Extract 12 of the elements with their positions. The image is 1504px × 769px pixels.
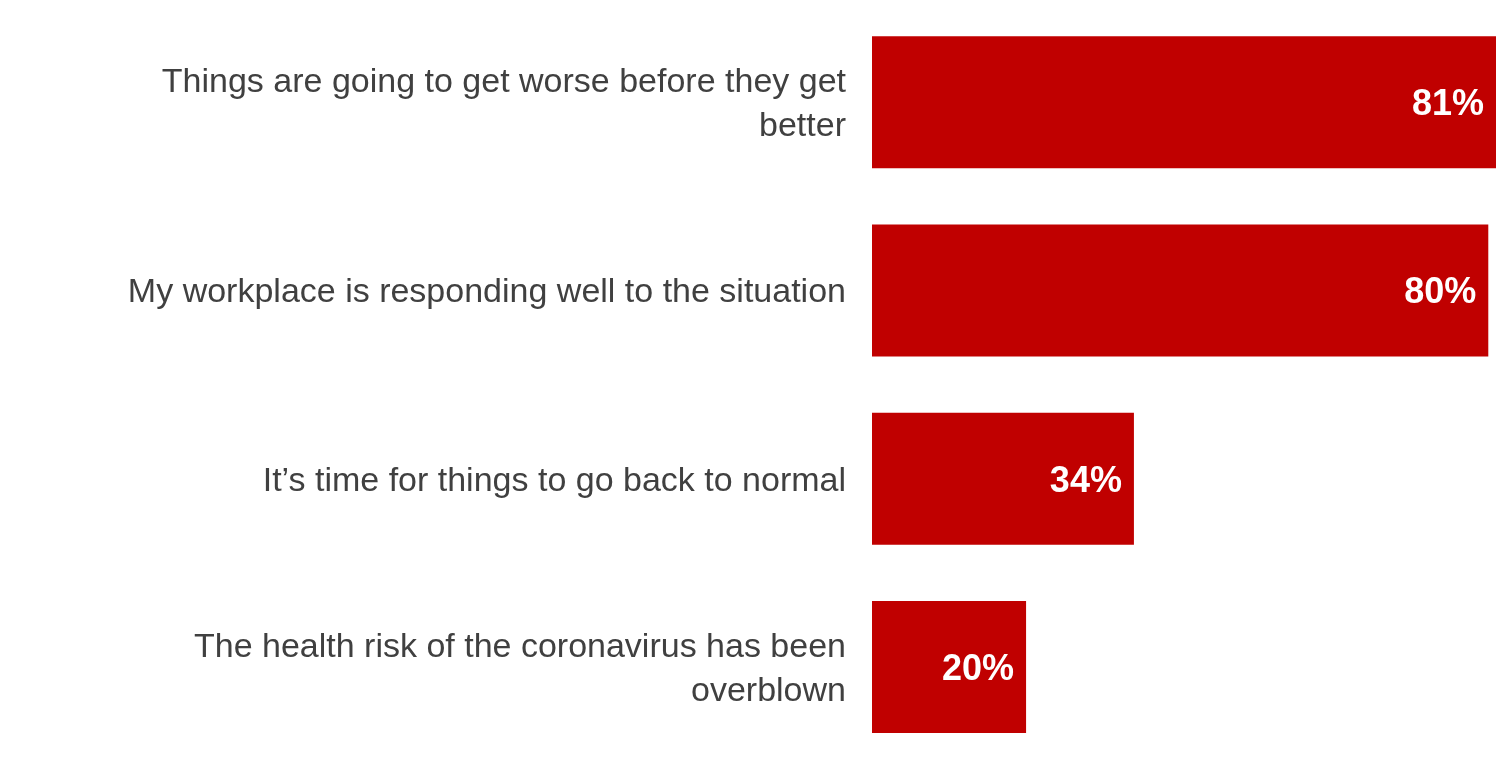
bar: [872, 36, 1496, 169]
data-label: 80%: [1404, 270, 1477, 312]
data-label: 81%: [1411, 82, 1484, 124]
bar: [872, 600, 1027, 733]
data-label: 34%: [1049, 458, 1122, 500]
bar: [872, 224, 1489, 357]
data-label: 20%: [942, 646, 1015, 688]
y-tick-label: The health risk of the coronavirus has been overblown: [193, 625, 846, 708]
bar: [872, 412, 1134, 545]
y-tick-label: Things are going to get worse before they get better: [161, 61, 847, 144]
y-tick-label: My workplace is responding well to the situation: [127, 271, 846, 310]
y-tick-label: It’s time for things to go back to normal: [262, 459, 846, 498]
